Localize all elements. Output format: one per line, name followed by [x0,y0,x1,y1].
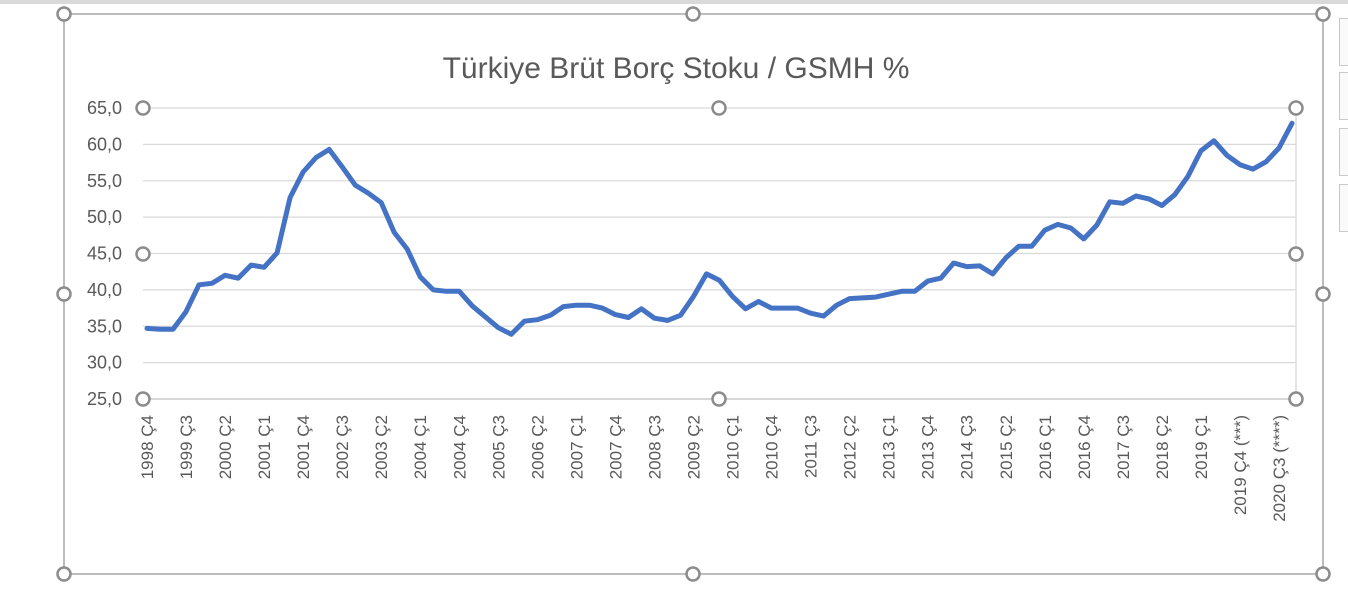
resize-handle[interactable] [711,100,727,116]
x-tick-label: 1999 Ç3 [177,415,196,479]
y-tick-label: 40,0 [87,280,122,300]
y-tick-label: 55,0 [87,171,122,191]
x-tick-label: 2010 Ç1 [724,415,743,479]
x-tick-label: 2004 Ç4 [450,415,469,479]
resize-handle[interactable] [56,566,72,582]
x-tick-label: 2015 Ç2 [997,415,1016,479]
x-tick-label: 2012 Ç2 [841,415,860,479]
resize-handle[interactable] [56,6,72,22]
x-tick-label: 2007 Ç1 [567,415,586,479]
resize-handle[interactable] [711,391,727,407]
resize-handle[interactable] [135,391,151,407]
x-tick-label: 2008 Ç3 [645,415,664,479]
resize-handle[interactable] [1315,286,1331,302]
x-tick-label: 2016 Ç4 [1075,415,1094,479]
x-tick-label: 1998 Ç4 [138,415,157,479]
resize-handle[interactable] [135,246,151,262]
chart-title: Türkiye Brüt Borç Stoku / GSMH % [443,52,910,85]
x-tick-label: 2019 Ç4 (***) [1231,415,1250,515]
x-tick-label: 2013 Ç1 [880,415,899,479]
side-tab[interactable] [1339,72,1348,120]
resize-handle[interactable] [1288,391,1304,407]
x-tick-label: 2019 Ç1 [1192,415,1211,479]
y-tick-label: 65,0 [87,98,122,118]
side-tab[interactable] [1339,128,1348,176]
x-tick-label: 2000 Ç2 [216,415,235,479]
x-tick-label: 2011 Ç3 [802,415,821,478]
x-tick-label: 2007 Ç4 [606,415,625,479]
x-axis-labels: 1998 Ç4 1999 Ç3 2000 Ç2 2001 Ç1 2001 Ç4 2002 … [138,415,1289,522]
y-tick-label: 25,0 [87,389,122,409]
side-tab[interactable] [1339,184,1348,232]
y-tick-label: 60,0 [87,134,122,154]
series-line [144,120,1295,337]
x-tick-label: 2016 Ç1 [1036,415,1055,479]
x-tick-label: 2020 Ç3 (****) [1270,415,1289,522]
y-tick-label: 30,0 [87,353,122,373]
x-tick-label: 2018 Ç2 [1153,415,1172,479]
resize-handle[interactable] [1288,100,1304,116]
resize-handle[interactable] [1315,566,1331,582]
y-tick-label: 35,0 [87,316,122,336]
top-rule [0,0,1348,4]
x-tick-label: 2003 Ç2 [372,415,391,479]
gridlines [143,107,1297,400]
x-tick-label: 2009 Ç2 [684,415,703,479]
x-tick-label: 2013 Ç4 [919,415,938,479]
resize-handles[interactable] [56,6,1331,582]
y-tick-label: 50,0 [87,207,122,227]
resize-handle[interactable] [135,100,151,116]
resize-handle[interactable] [685,566,701,582]
x-tick-label: 2001 Ç1 [255,415,274,479]
side-tab[interactable] [1339,18,1348,66]
x-tick-label: 2002 Ç3 [333,415,352,479]
x-tick-label: 2017 Ç3 [1114,415,1133,479]
y-tick-label: 45,0 [87,244,122,264]
x-tick-label: 2010 Ç4 [763,415,782,479]
resize-handle[interactable] [56,286,72,302]
x-tick-label: 2001 Ç4 [294,415,313,479]
resize-handle[interactable] [1288,246,1304,262]
x-tick-label: 2005 Ç3 [489,415,508,479]
x-tick-label: 2004 Ç1 [411,415,430,479]
y-axis-labels: 65,0 60,0 55,0 50,0 45,0 40,0 35,0 30,0 25,0 [87,98,122,409]
series [144,120,1295,337]
x-tick-label: 2006 Ç2 [528,415,547,479]
resize-handle[interactable] [1315,6,1331,22]
x-tick-label: 2014 Ç3 [958,415,977,479]
resize-handle[interactable] [685,6,701,22]
